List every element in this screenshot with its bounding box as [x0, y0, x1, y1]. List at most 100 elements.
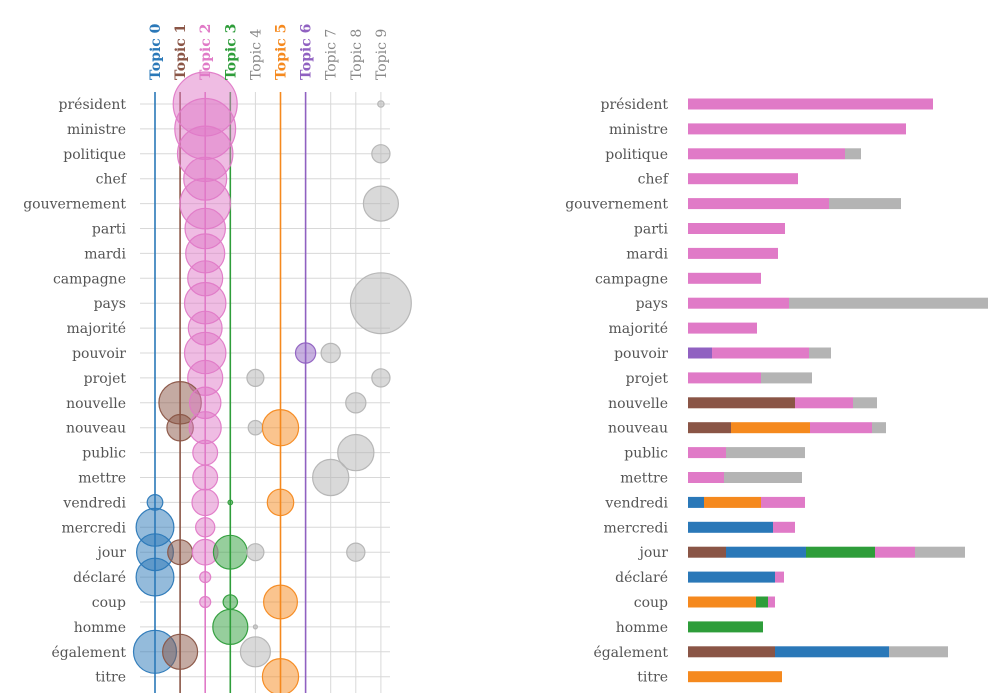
- bar-segments: [688, 98, 988, 683]
- bar-label-homme: homme: [616, 620, 668, 636]
- word-label-declare: déclaré: [73, 570, 126, 586]
- bubble-pays-topic-9: [349, 272, 412, 335]
- bar-segment-pays-0: [688, 297, 789, 309]
- bar-segment-jour-2: [806, 546, 875, 558]
- bar-segment-nouveau-2: [810, 422, 872, 434]
- bar-label-pays: pays: [636, 296, 668, 312]
- bar-segment-vendredi-1: [704, 496, 761, 508]
- bubble-egalement-topic-4: [239, 636, 271, 668]
- bar-segment-politique-0: [688, 148, 845, 160]
- bubble-egalement-topic-1: [162, 633, 199, 670]
- bar-segment-egalement-2: [889, 646, 948, 658]
- bar-label-politique: politique: [605, 147, 668, 163]
- word-label-mercredi: mercredi: [61, 520, 126, 536]
- bar-label-mardi: mardi: [626, 246, 668, 262]
- bar-word-labels: président ministre politique chef gouverneme…: [565, 97, 670, 686]
- word-label-vendredi: vendredi: [62, 495, 126, 511]
- topic-label-5: Topic 5: [274, 24, 290, 80]
- bar-segment-nouvelle-0: [688, 397, 795, 409]
- bubble-homme-topic-3: [212, 608, 249, 646]
- bar-segment-vendredi-0: [688, 496, 704, 508]
- bar-segment-mercredi-1: [773, 521, 795, 533]
- bar-label-jour: jour: [638, 545, 669, 561]
- bar-label-gouvernement: gouvernement: [565, 197, 668, 213]
- word-label-nouvelle: nouvelle: [66, 396, 126, 412]
- topic-label-3: Topic 3: [223, 24, 239, 80]
- word-label-chef: chef: [96, 172, 128, 188]
- bubble-nouvelle-topic-8: [345, 392, 367, 414]
- bubble-titre-topic-5: [261, 658, 300, 693]
- bar-label-mettre: mettre: [620, 471, 668, 487]
- bar-segment-coup-0: [688, 596, 756, 608]
- bar-segment-ministre-0: [688, 123, 906, 135]
- bar-segment-vendredi-2: [761, 496, 805, 508]
- word-label-mardi: mardi: [84, 246, 126, 262]
- bar-label-vendredi: vendredi: [604, 495, 668, 511]
- bar-segment-majorite-0: [688, 322, 757, 334]
- bar-segment-nouveau-1: [731, 422, 810, 434]
- bubble-nouveau-topic-2: [188, 411, 222, 445]
- bar-segment-projet-0: [688, 372, 761, 384]
- bar-label-majorite: majorité: [609, 321, 668, 337]
- word-label-president: président: [59, 97, 127, 113]
- topic-label-6: Topic 6: [299, 24, 315, 80]
- word-label-pouvoir: pouvoir: [72, 346, 126, 362]
- bar-segment-titre-0: [688, 671, 782, 683]
- bar-segment-coup-1: [756, 596, 768, 608]
- bar-label-titre: titre: [637, 670, 668, 686]
- bar-label-parti: parti: [634, 222, 669, 238]
- bar-segment-jour-3: [875, 546, 915, 558]
- bar-segment-public-0: [688, 447, 726, 459]
- bar-segment-nouveau-0: [688, 422, 731, 434]
- bar-segment-mettre-0: [688, 472, 724, 483]
- word-label-jour: jour: [96, 545, 127, 561]
- bar-label-nouveau: nouveau: [608, 421, 668, 437]
- word-label-projet: projet: [84, 371, 127, 387]
- bubble-jour-topic-4: [246, 543, 265, 562]
- word-label-parti: parti: [92, 222, 127, 238]
- word-label-nouveau: nouveau: [66, 421, 126, 437]
- bubble-gouvernement-topic-9: [362, 185, 399, 222]
- word-label-ministre: ministre: [67, 122, 126, 138]
- bar-segment-projet-1: [761, 372, 812, 384]
- bar-segment-mettre-1: [724, 472, 802, 483]
- bubble-homme-topic-4: [252, 624, 258, 630]
- bubble-public-topic-2: [192, 439, 219, 466]
- bar-label-chef: chef: [638, 172, 670, 188]
- word-labels: président ministre politique chef gouverneme…: [23, 97, 128, 686]
- bar-segment-nouvelle-1: [795, 397, 853, 409]
- bar-label-projet: projet: [626, 371, 669, 387]
- topic-label-1: Topic 1: [173, 24, 189, 80]
- topic-label-4: Topic 4: [248, 29, 264, 80]
- bubble-vendredi-topic-2: [191, 488, 219, 517]
- bar-segment-public-1: [726, 447, 805, 459]
- bar-segment-pays-1: [789, 297, 988, 309]
- bubble-politique-topic-9: [371, 144, 391, 164]
- topic-label-2: Topic 2: [198, 24, 214, 80]
- bar-label-coup: coup: [634, 595, 668, 611]
- bubble-mettre-topic-2: [192, 464, 219, 491]
- topic-label-0: Topic 0: [148, 23, 164, 80]
- bubble-coup-topic-2: [199, 595, 212, 609]
- bar-segment-campagne-0: [688, 272, 761, 284]
- topic-labels: Topic 0 Topic 1 Topic 2 Topic 3 Topic 4 Topic…: [148, 23, 390, 80]
- bar-segment-jour-1: [726, 546, 806, 558]
- bubble-coup-topic-3: [222, 594, 239, 610]
- topic-label-9: Topic 9: [374, 29, 390, 80]
- bar-label-egalement: également: [593, 645, 668, 661]
- bar-segment-gouvernement-0: [688, 198, 829, 210]
- bar-segment-politique-1: [845, 148, 861, 160]
- bar-segment-nouveau-3: [872, 422, 886, 434]
- word-label-coup: coup: [92, 595, 126, 611]
- bar-label-declare: déclaré: [615, 570, 668, 586]
- bar-segment-declare-0: [688, 571, 775, 583]
- bubble-vendredi-topic-3: [227, 499, 234, 506]
- bubble-public-topic-8: [337, 433, 375, 472]
- bar-segment-coup-2: [768, 596, 775, 608]
- word-label-public: public: [82, 446, 126, 462]
- bar-label-president: président: [601, 97, 669, 113]
- bubble-president-topic-9: [377, 100, 385, 108]
- bubble-projet-topic-4: [246, 368, 265, 387]
